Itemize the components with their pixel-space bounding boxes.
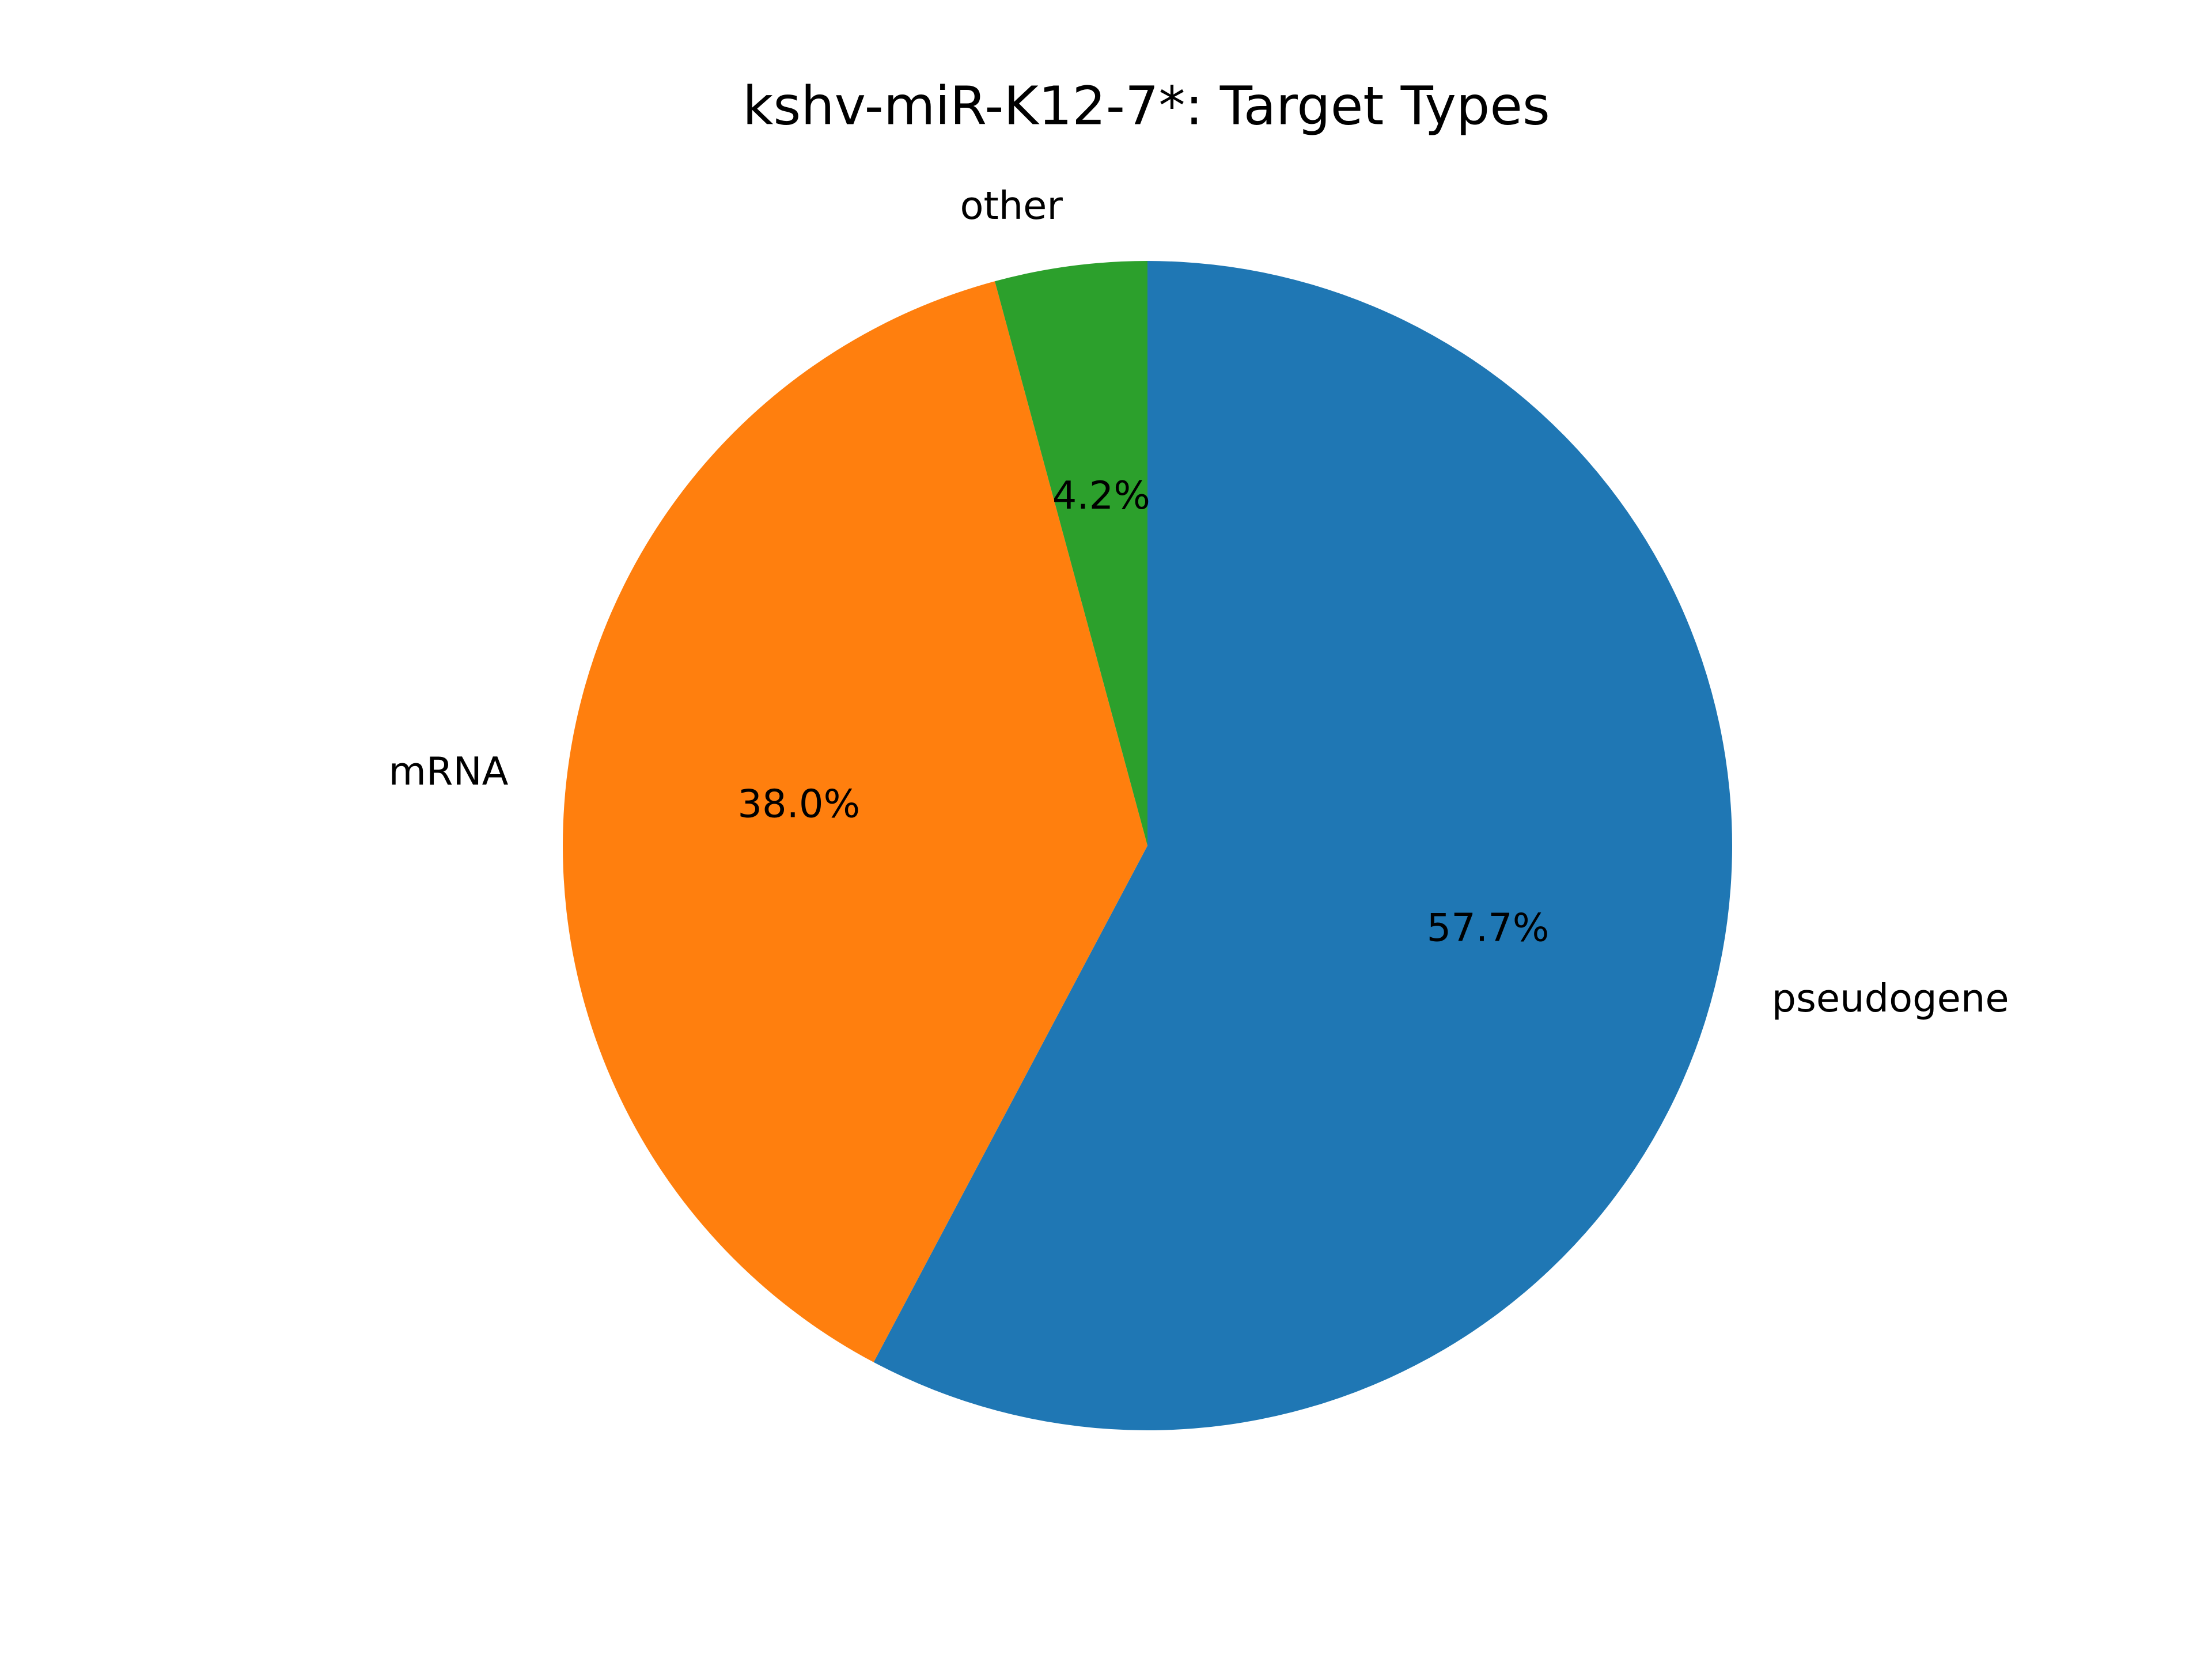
pie-slices [563,261,1732,1430]
pie-slice-pseudogene [873,261,1732,1430]
percent-label-pseudogene: 57.7% [1427,906,1550,950]
slice-label-other: other [960,183,1063,228]
pie-slice-mrna [563,281,1147,1362]
percent-label-other: 4.2% [1052,473,1150,518]
chart-title: kshv-miR-K12-7*: Target Types [743,75,1550,137]
slice-label-pseudogene: pseudogene [1772,976,2009,1021]
slice-labels: pseudogene mRNA other [389,183,2009,1021]
slice-label-mrna: mRNA [389,749,509,794]
pie-slice-other [994,261,1147,846]
percent-labels: 57.7% 38.0% 4.2% [737,473,1549,950]
percent-label-mrna: 38.0% [737,782,860,827]
